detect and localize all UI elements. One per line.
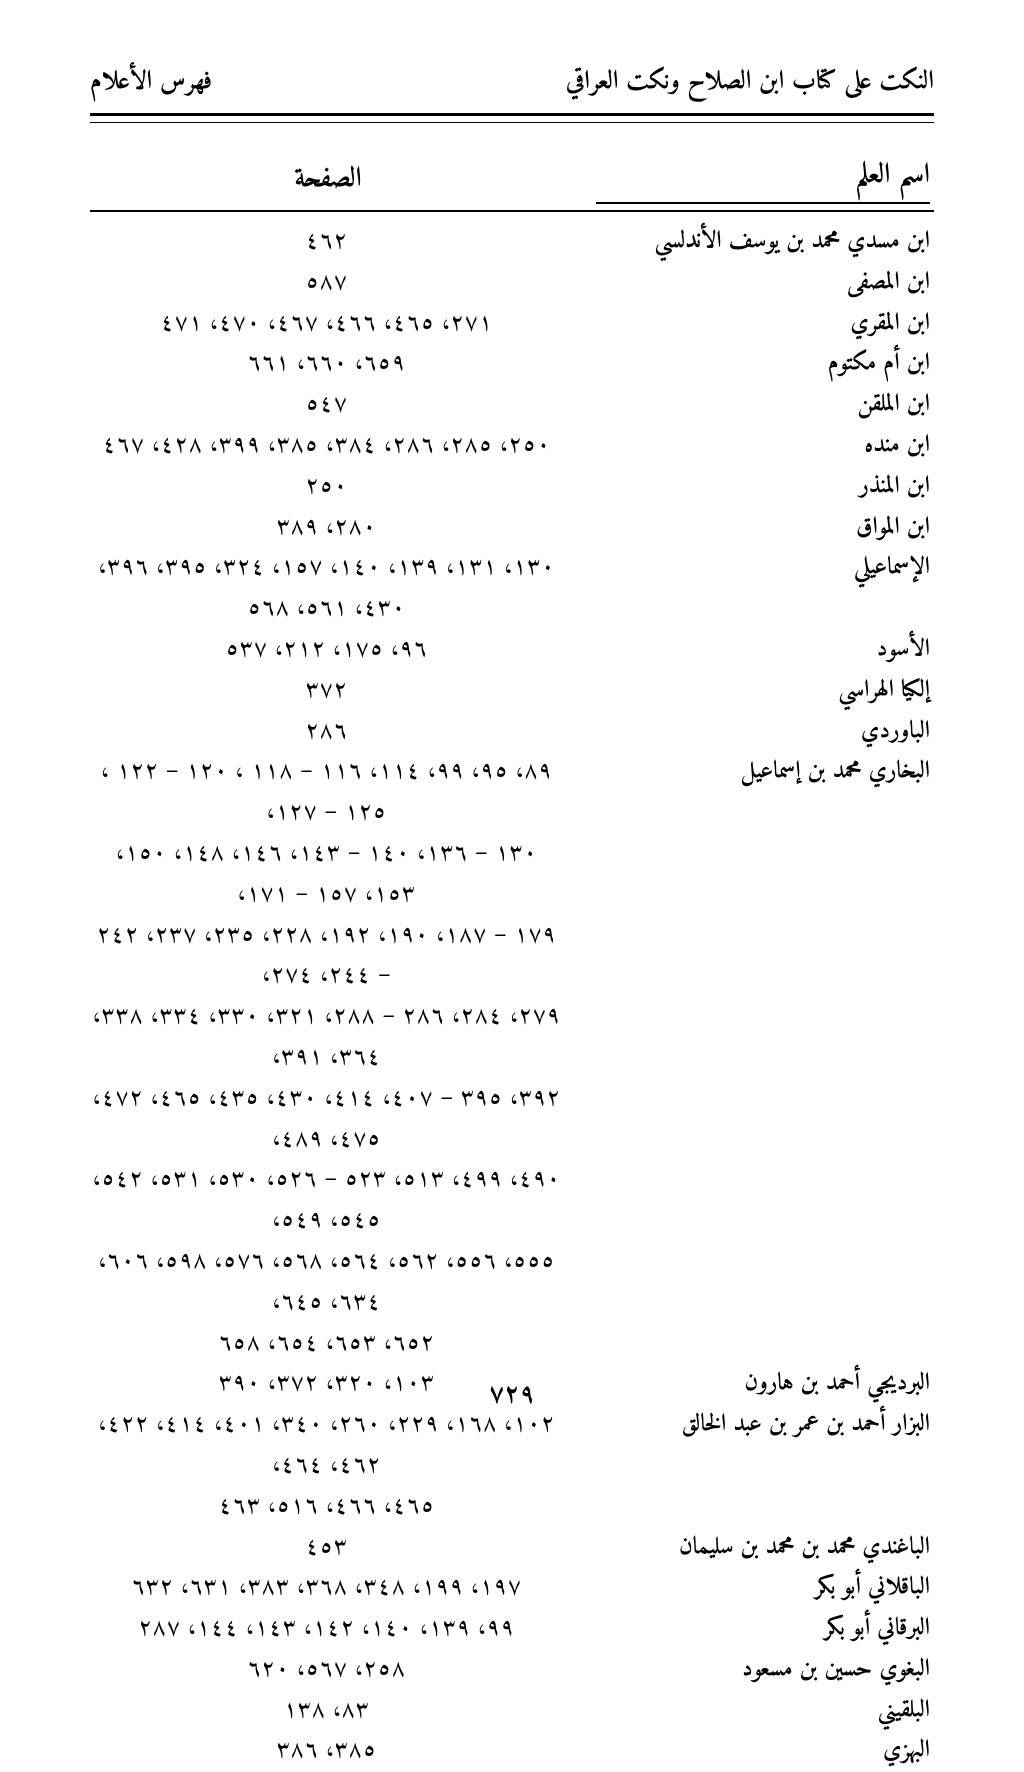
entry-pages: ٣٩٢، ٣٩٥ – ٤٠٧، ٤١٤، ٤٣٠، ٤٣٥، ٤٦٥، ٤٧٢،…	[90, 1079, 563, 1161]
entry-pages: ٥٥٥، ٥٥٦، ٥٦٢، ٥٦٤، ٥٦٨، ٥٧٦، ٥٩٨، ٦٠٦، …	[90, 1242, 563, 1324]
entry-pages: ٣٨٥، ٣٨٦	[90, 1731, 563, 1772]
entry-name: البخاري محمد بن إسماعيل	[592, 752, 934, 793]
col-header-page: الصفحة	[94, 155, 562, 204]
index-row: الباوردي ٢٨٦	[90, 712, 934, 753]
entry-pages: ٤٦٢	[90, 222, 563, 263]
entry-name: الباغندي محمد بن محمد بن سليمان	[592, 1528, 934, 1569]
index-row: الإسماعيلي ١٣٠، ١٣١، ١٣٩، ١٤٠، ١٥٧، ٣٢٤، …	[90, 548, 934, 630]
index-row: ابن أم مكتوم ٦٥٩، ٦٦٠، ٦٦١	[90, 344, 934, 385]
page: النكت على كتاب ابن الصلاح ونكت العراقي ف…	[0, 0, 1024, 1450]
table-header: اسم العلم الصفحة	[90, 147, 934, 212]
index-row: ابن مسدي محمد بن يوسف الأندلسي ٤٦٢	[90, 222, 934, 263]
index-rows: ابن مسدي محمد بن يوسف الأندلسي٤٦٢ابن الم…	[90, 222, 934, 1772]
entry-name: ابن منده	[592, 426, 934, 467]
entry-name: ابن المصفى	[592, 263, 934, 304]
entry-pages: ٤٥٣	[90, 1528, 563, 1569]
index-row: ابن الملقن ٥٤٧	[90, 385, 934, 426]
index-row: ٤٦٥، ٤٦٦، ٥١٦، ٤٦٣	[90, 1487, 934, 1528]
index-row: ابن المصفى ٥٨٧	[90, 263, 934, 304]
index-row: البهزي ٣٨٥، ٣٨٦	[90, 1731, 934, 1772]
entry-name: البلقيني	[592, 1691, 934, 1732]
index-row: البرقاني أبو بكر ٩٩، ١٣٩، ١٤٠، ١٤٢، ١٤٣، …	[90, 1609, 934, 1650]
index-row: إلكيا الهراسي ٣٧٢	[90, 671, 934, 712]
index-row: الباقلاني أبو بكر ١٩٧، ١٩٩، ٣٤٨، ٣٦٨، ٣٨٣…	[90, 1568, 934, 1609]
index-row: البخاري محمد بن إسماعيل ٨٩، ٩٥، ٩٩، ١١٤، …	[90, 752, 934, 834]
index-row: ١٧٩ – ١٨٧، ١٩٠، ١٩٢، ٢٢٨، ٢٣٥، ٢٣٧، ٢٤٢ …	[90, 916, 934, 998]
index-row: الباغندي محمد بن محمد بن سليمان ٤٥٣	[90, 1528, 934, 1569]
entry-pages: ٨٣، ١٣٨	[90, 1691, 563, 1732]
index-row: ٣٩٢، ٣٩٥ – ٤٠٧، ٤١٤، ٤٣٠، ٤٣٥، ٤٦٥، ٤٧٢،…	[90, 1079, 934, 1161]
entry-pages: ٢٨٠، ٣٨٩	[90, 508, 563, 549]
entry-name: الإسماعيلي	[592, 548, 934, 589]
entry-pages: ٦٥٩، ٦٦٠، ٦٦١	[90, 344, 563, 385]
entry-pages: ٢٥٠	[90, 467, 563, 508]
index-row: ١٣٠ – ١٣٦، ١٤٠ – ١٤٣، ١٤٦، ١٤٨، ١٥٠، ١٥٣…	[90, 834, 934, 916]
index-row: ٥٥٥، ٥٥٦، ٥٦٢، ٥٦٤، ٥٦٨، ٥٧٦، ٥٩٨، ٦٠٦، …	[90, 1242, 934, 1324]
entry-pages: ٩٦، ١٧٥، ٢١٢، ٥٣٧	[90, 630, 563, 671]
entry-pages: ١٩٧، ١٩٩، ٣٤٨، ٣٦٨، ٣٨٣، ٦٣١، ٦٣٢	[90, 1568, 563, 1609]
entry-name: ابن المنذر	[592, 467, 934, 508]
entry-pages: ١٣٠، ١٣١، ١٣٩، ١٤٠، ١٥٧، ٣٢٤، ٣٩٥، ٣٩٦، …	[90, 548, 563, 630]
entry-pages: ٥٤٧	[90, 385, 563, 426]
header-left: فهرس الأعلام	[90, 60, 212, 105]
entry-pages: ١٣٠ – ١٣٦، ١٤٠ – ١٤٣، ١٤٦، ١٤٨، ١٥٠، ١٥٣…	[90, 834, 563, 916]
entry-pages: ٢٧٩، ٢٨٤، ٢٨٦ – ٢٨٨، ٣٢١، ٣٣٠، ٣٣٤، ٣٣٨،…	[90, 997, 563, 1079]
entry-pages: ٦٥٢، ٦٥٣، ٦٥٤، ٦٥٨	[90, 1324, 563, 1365]
entry-pages: ٨٩، ٩٥، ٩٩، ١١٤، ١١٦ – ١١٨ ، ١٢٠ – ١٢٢ ،…	[90, 752, 563, 834]
index-row: ابن المقري ٢٧١، ٤٦٥، ٤٦٦، ٤٦٧، ٤٧٠، ٤٧١	[90, 304, 934, 345]
col-header-name: اسم العلم	[596, 151, 930, 204]
entry-pages: ٤٦٥، ٤٦٦، ٥١٦، ٤٦٣	[90, 1487, 563, 1528]
entry-name: ابن مسدي محمد بن يوسف الأندلسي	[592, 222, 934, 263]
entry-name: ابن المقري	[592, 304, 934, 345]
entry-name: الأسود	[592, 630, 934, 671]
index-row: الأسود ٩٦، ١٧٥، ٢١٢، ٥٣٧	[90, 630, 934, 671]
entry-pages: ٢٥٨، ٥٦٧، ٦٢٠	[90, 1650, 563, 1691]
entry-pages: ٤٩٠، ٤٩٩، ٥١٣، ٥٢٣ – ٥٢٦، ٥٣٠، ٥٣١، ٥٤٢،…	[90, 1160, 563, 1242]
entry-pages: ٢٧١، ٤٦٥، ٤٦٦، ٤٦٧، ٤٧٠، ٤٧١	[90, 304, 563, 345]
entry-name: الباوردي	[592, 712, 934, 753]
entry-name: البرقاني أبو بكر	[592, 1609, 934, 1650]
index-row: البغوي حسين بن مسعود ٢٥٨، ٥٦٧، ٦٢٠	[90, 1650, 934, 1691]
entry-name: البهزي	[592, 1731, 934, 1772]
entry-name: ابن أم مكتوم	[592, 344, 934, 385]
index-row: ٦٥٢، ٦٥٣، ٦٥٤، ٦٥٨	[90, 1324, 934, 1365]
entry-name: ابن المواق	[592, 508, 934, 549]
index-row: ابن منده ٢٥٠، ٢٨٥، ٢٨٦، ٣٨٤، ٣٨٥، ٣٩٩، ٤٢…	[90, 426, 934, 467]
header-right: النكت على كتاب ابن الصلاح ونكت العراقي	[566, 60, 934, 105]
entry-pages: ٢٨٦	[90, 712, 563, 753]
entry-name: البغوي حسين بن مسعود	[592, 1650, 934, 1691]
page-number: ٧٢٩	[0, 1373, 1024, 1418]
entry-name: الباقلاني أبو بكر	[592, 1568, 934, 1609]
index-row: ٤٩٠، ٤٩٩، ٥١٣، ٥٢٣ – ٥٢٦، ٥٣٠، ٥٣١، ٥٤٢،…	[90, 1160, 934, 1242]
entry-pages: ٢٥٠، ٢٨٥، ٢٨٦، ٣٨٤، ٣٨٥، ٣٩٩، ٤٢٨، ٤٦٧	[90, 426, 563, 467]
entry-pages: ٩٩، ١٣٩، ١٤٠، ١٤٢، ١٤٣، ١٤٤، ٢٨٧	[90, 1609, 563, 1650]
entry-pages: ٥٨٧	[90, 263, 563, 304]
entry-pages: ٣٧٢	[90, 671, 563, 712]
index-row: ابن المواق ٢٨٠، ٣٨٩	[90, 508, 934, 549]
header-rule-2	[90, 122, 934, 123]
entry-name: إلكيا الهراسي	[592, 671, 934, 712]
entry-pages: ١٧٩ – ١٨٧، ١٩٠، ١٩٢، ٢٢٨، ٢٣٥، ٢٣٧، ٢٤٢ …	[90, 916, 563, 998]
index-row: البلقيني ٨٣، ١٣٨	[90, 1691, 934, 1732]
running-header: النكت على كتاب ابن الصلاح ونكت العراقي ف…	[90, 60, 934, 116]
index-row: ابن المنذر ٢٥٠	[90, 467, 934, 508]
index-row: ٢٧٩، ٢٨٤، ٢٨٦ – ٢٨٨، ٣٢١، ٣٣٠، ٣٣٤، ٣٣٨،…	[90, 997, 934, 1079]
entry-name: ابن الملقن	[592, 385, 934, 426]
